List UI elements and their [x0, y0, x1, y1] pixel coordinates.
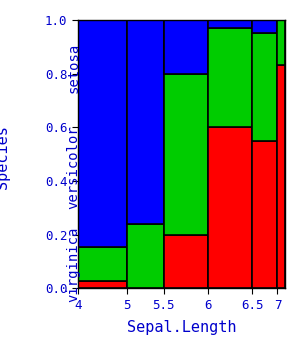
- Bar: [278, 20, 285, 65]
- Bar: [252, 20, 278, 33]
- X-axis label: Sepal.Length: Sepal.Length: [127, 320, 236, 335]
- Bar: [78, 281, 127, 288]
- Bar: [78, 20, 127, 247]
- Text: Species: Species: [0, 126, 11, 189]
- Bar: [278, 65, 285, 288]
- Bar: [208, 20, 252, 28]
- Bar: [164, 234, 208, 288]
- Bar: [127, 20, 164, 224]
- Bar: [127, 224, 164, 288]
- Bar: [78, 247, 127, 281]
- Bar: [252, 141, 278, 288]
- Bar: [164, 20, 208, 74]
- Bar: [208, 28, 252, 127]
- Bar: [164, 74, 208, 235]
- Bar: [208, 127, 252, 288]
- Bar: [252, 33, 278, 141]
